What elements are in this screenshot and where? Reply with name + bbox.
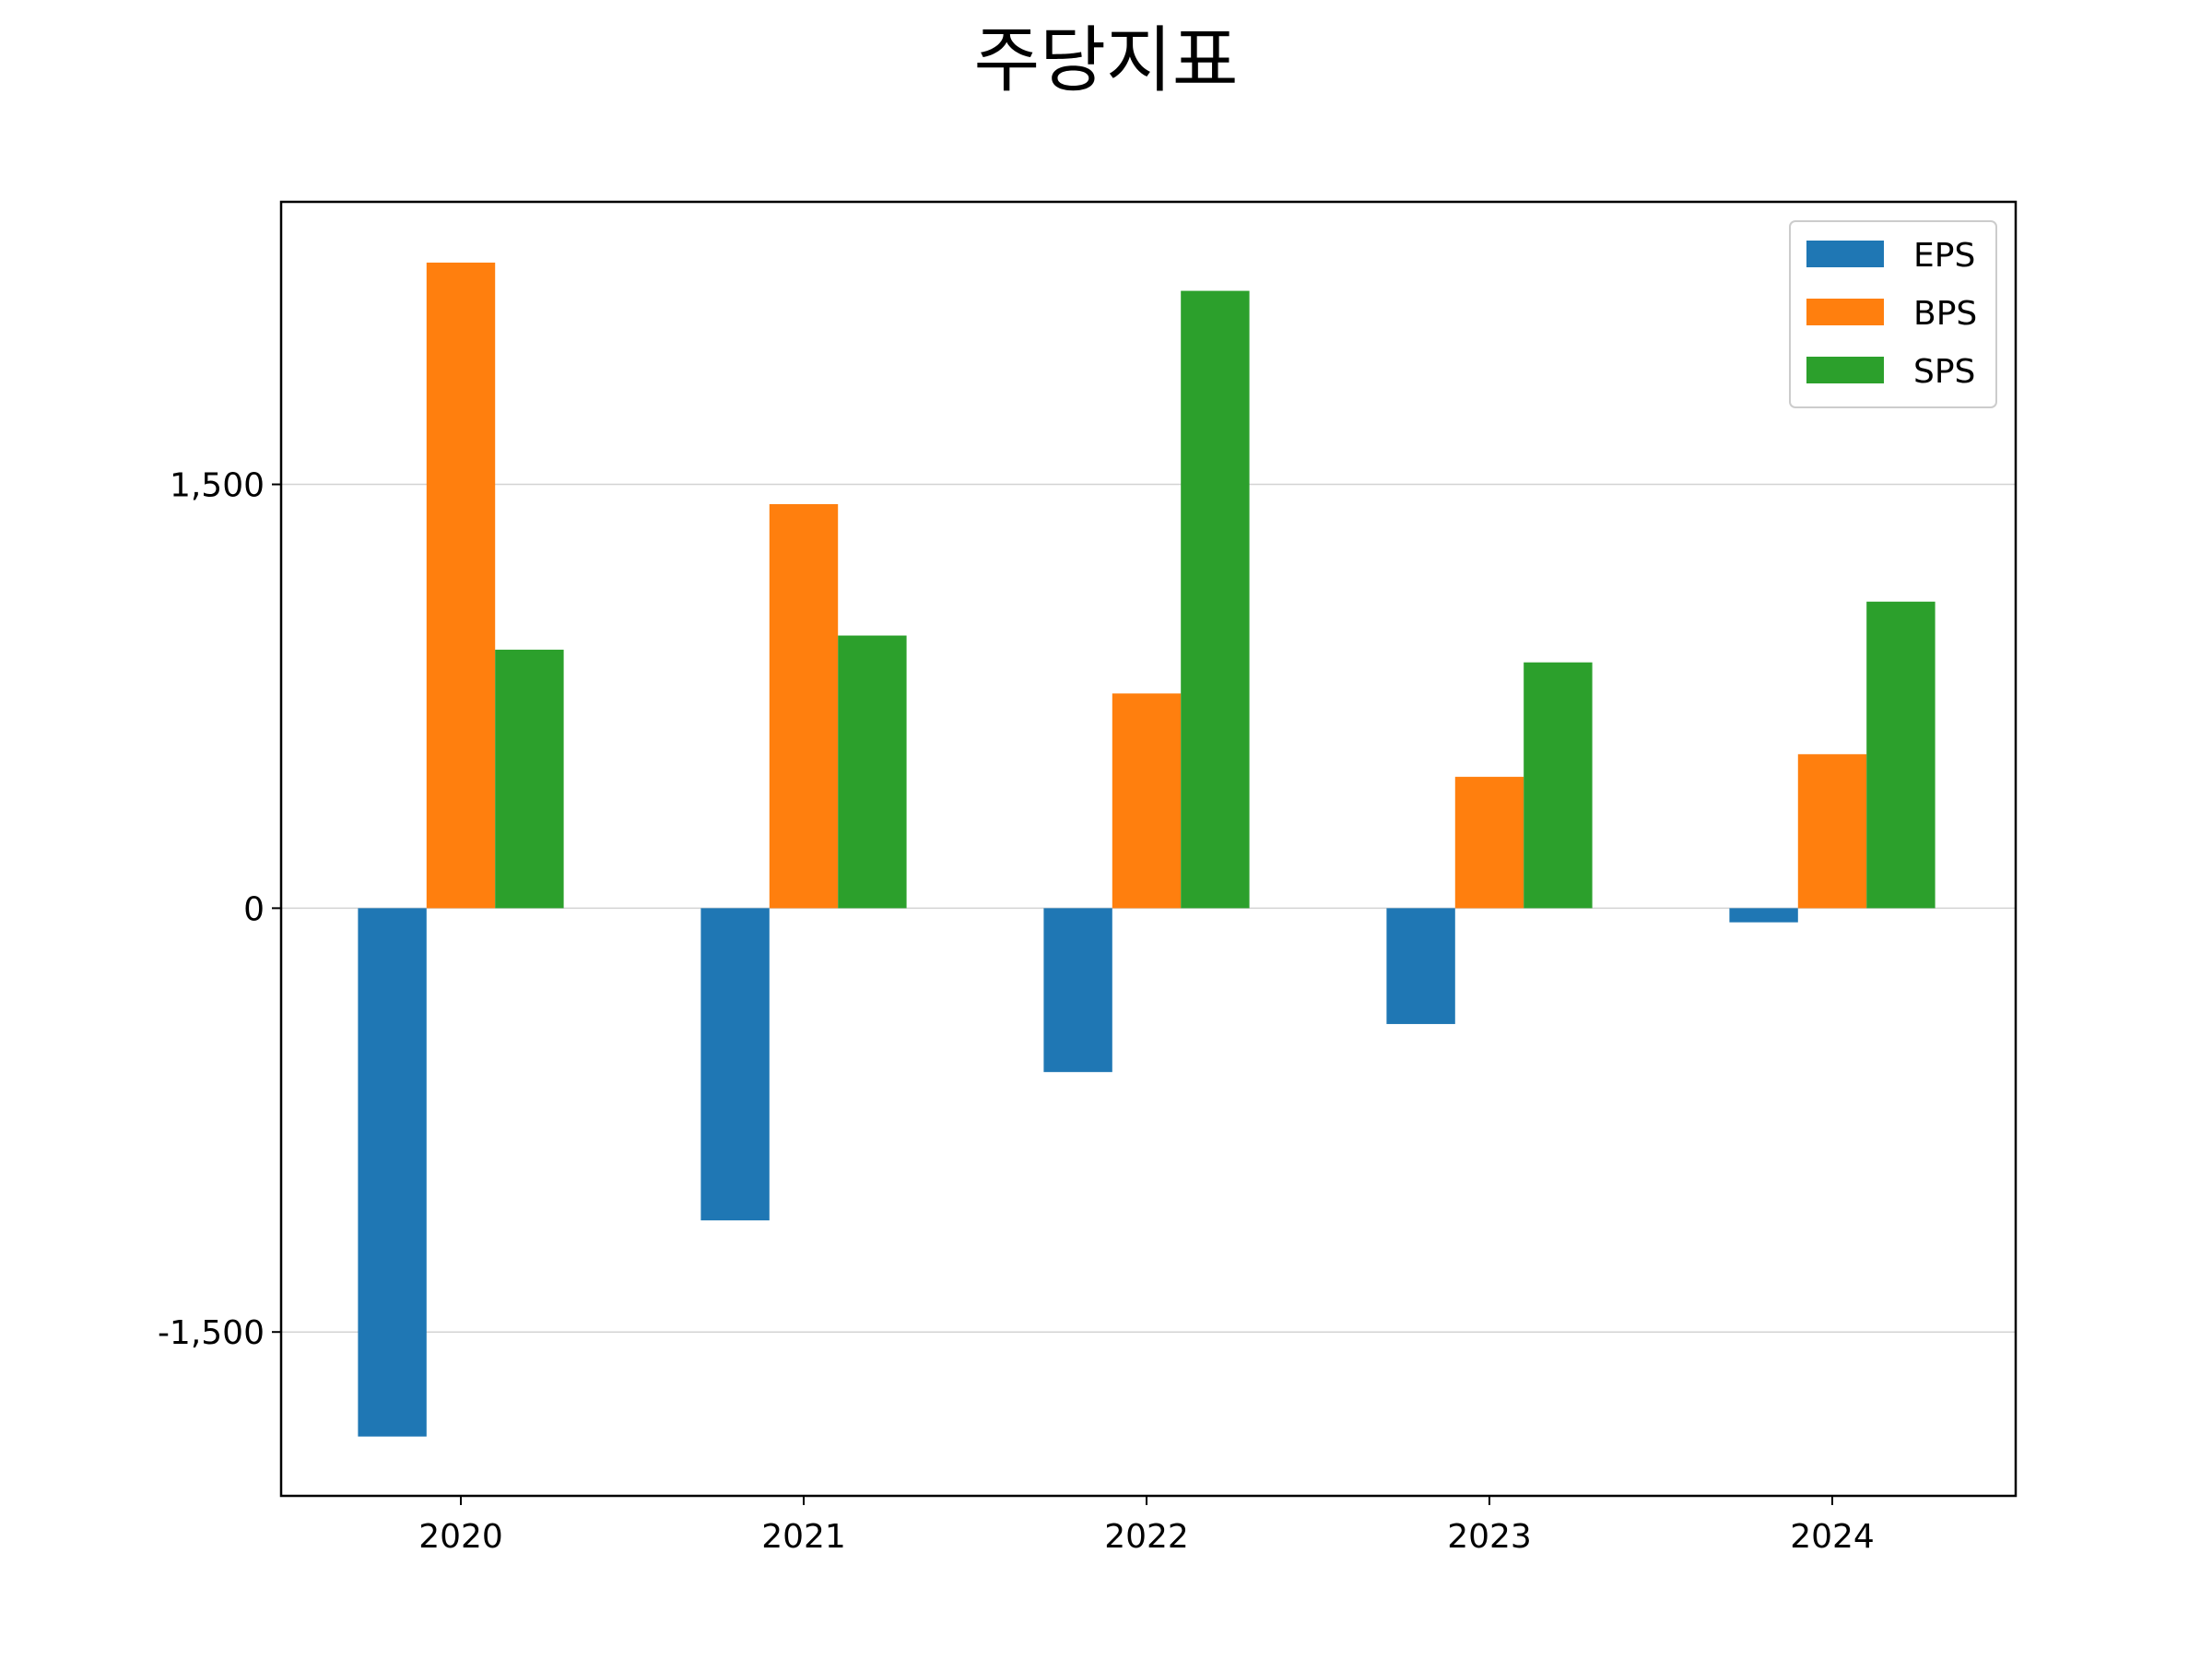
bars: [358, 262, 1936, 1437]
bar-sps-2023: [1524, 662, 1593, 909]
bar-eps-2022: [1043, 908, 1112, 1073]
bar-sps-2024: [1866, 601, 1936, 909]
x-axis: 2020 2021 2022 2023 2024: [418, 1496, 1875, 1556]
bar-sps-2020: [495, 649, 564, 909]
y-tick-label: -1,500: [158, 1314, 265, 1352]
bar-bps-2023: [1454, 776, 1524, 909]
bar-bps-2020: [426, 262, 496, 909]
x-tick-label: 2021: [761, 1518, 846, 1556]
y-axis: -1,500 0 1,500: [158, 467, 281, 1352]
legend-label-eps: EPS: [1913, 237, 1975, 275]
y-tick-label: 0: [243, 890, 265, 928]
x-tick-label: 2020: [418, 1518, 503, 1556]
bar-eps-2020: [358, 908, 427, 1437]
chart-title: 주당지표: [973, 19, 1238, 102]
bar-bps-2024: [1797, 754, 1867, 909]
x-tick-label: 2024: [1790, 1518, 1875, 1556]
bar-sps-2021: [838, 635, 907, 909]
legend-label-sps: SPS: [1913, 353, 1975, 391]
bar-sps-2022: [1181, 290, 1250, 909]
x-tick-label: 2022: [1104, 1518, 1189, 1556]
legend-swatch-sps: [1806, 357, 1884, 383]
legend: EPS BPS SPS: [1789, 220, 1997, 408]
plot-area: [279, 200, 2018, 1498]
legend-label-bps: BPS: [1913, 295, 1977, 333]
bar-bps-2022: [1112, 693, 1182, 909]
bar-bps-2021: [769, 504, 839, 909]
legend-swatch-eps: [1806, 241, 1884, 267]
bar-eps-2024: [1729, 908, 1798, 923]
bar-eps-2021: [700, 908, 770, 1221]
bar-eps-2023: [1386, 908, 1455, 1025]
legend-swatch-bps: [1806, 299, 1884, 325]
x-tick-label: 2023: [1447, 1518, 1532, 1556]
y-tick-label: 1,500: [170, 467, 265, 505]
